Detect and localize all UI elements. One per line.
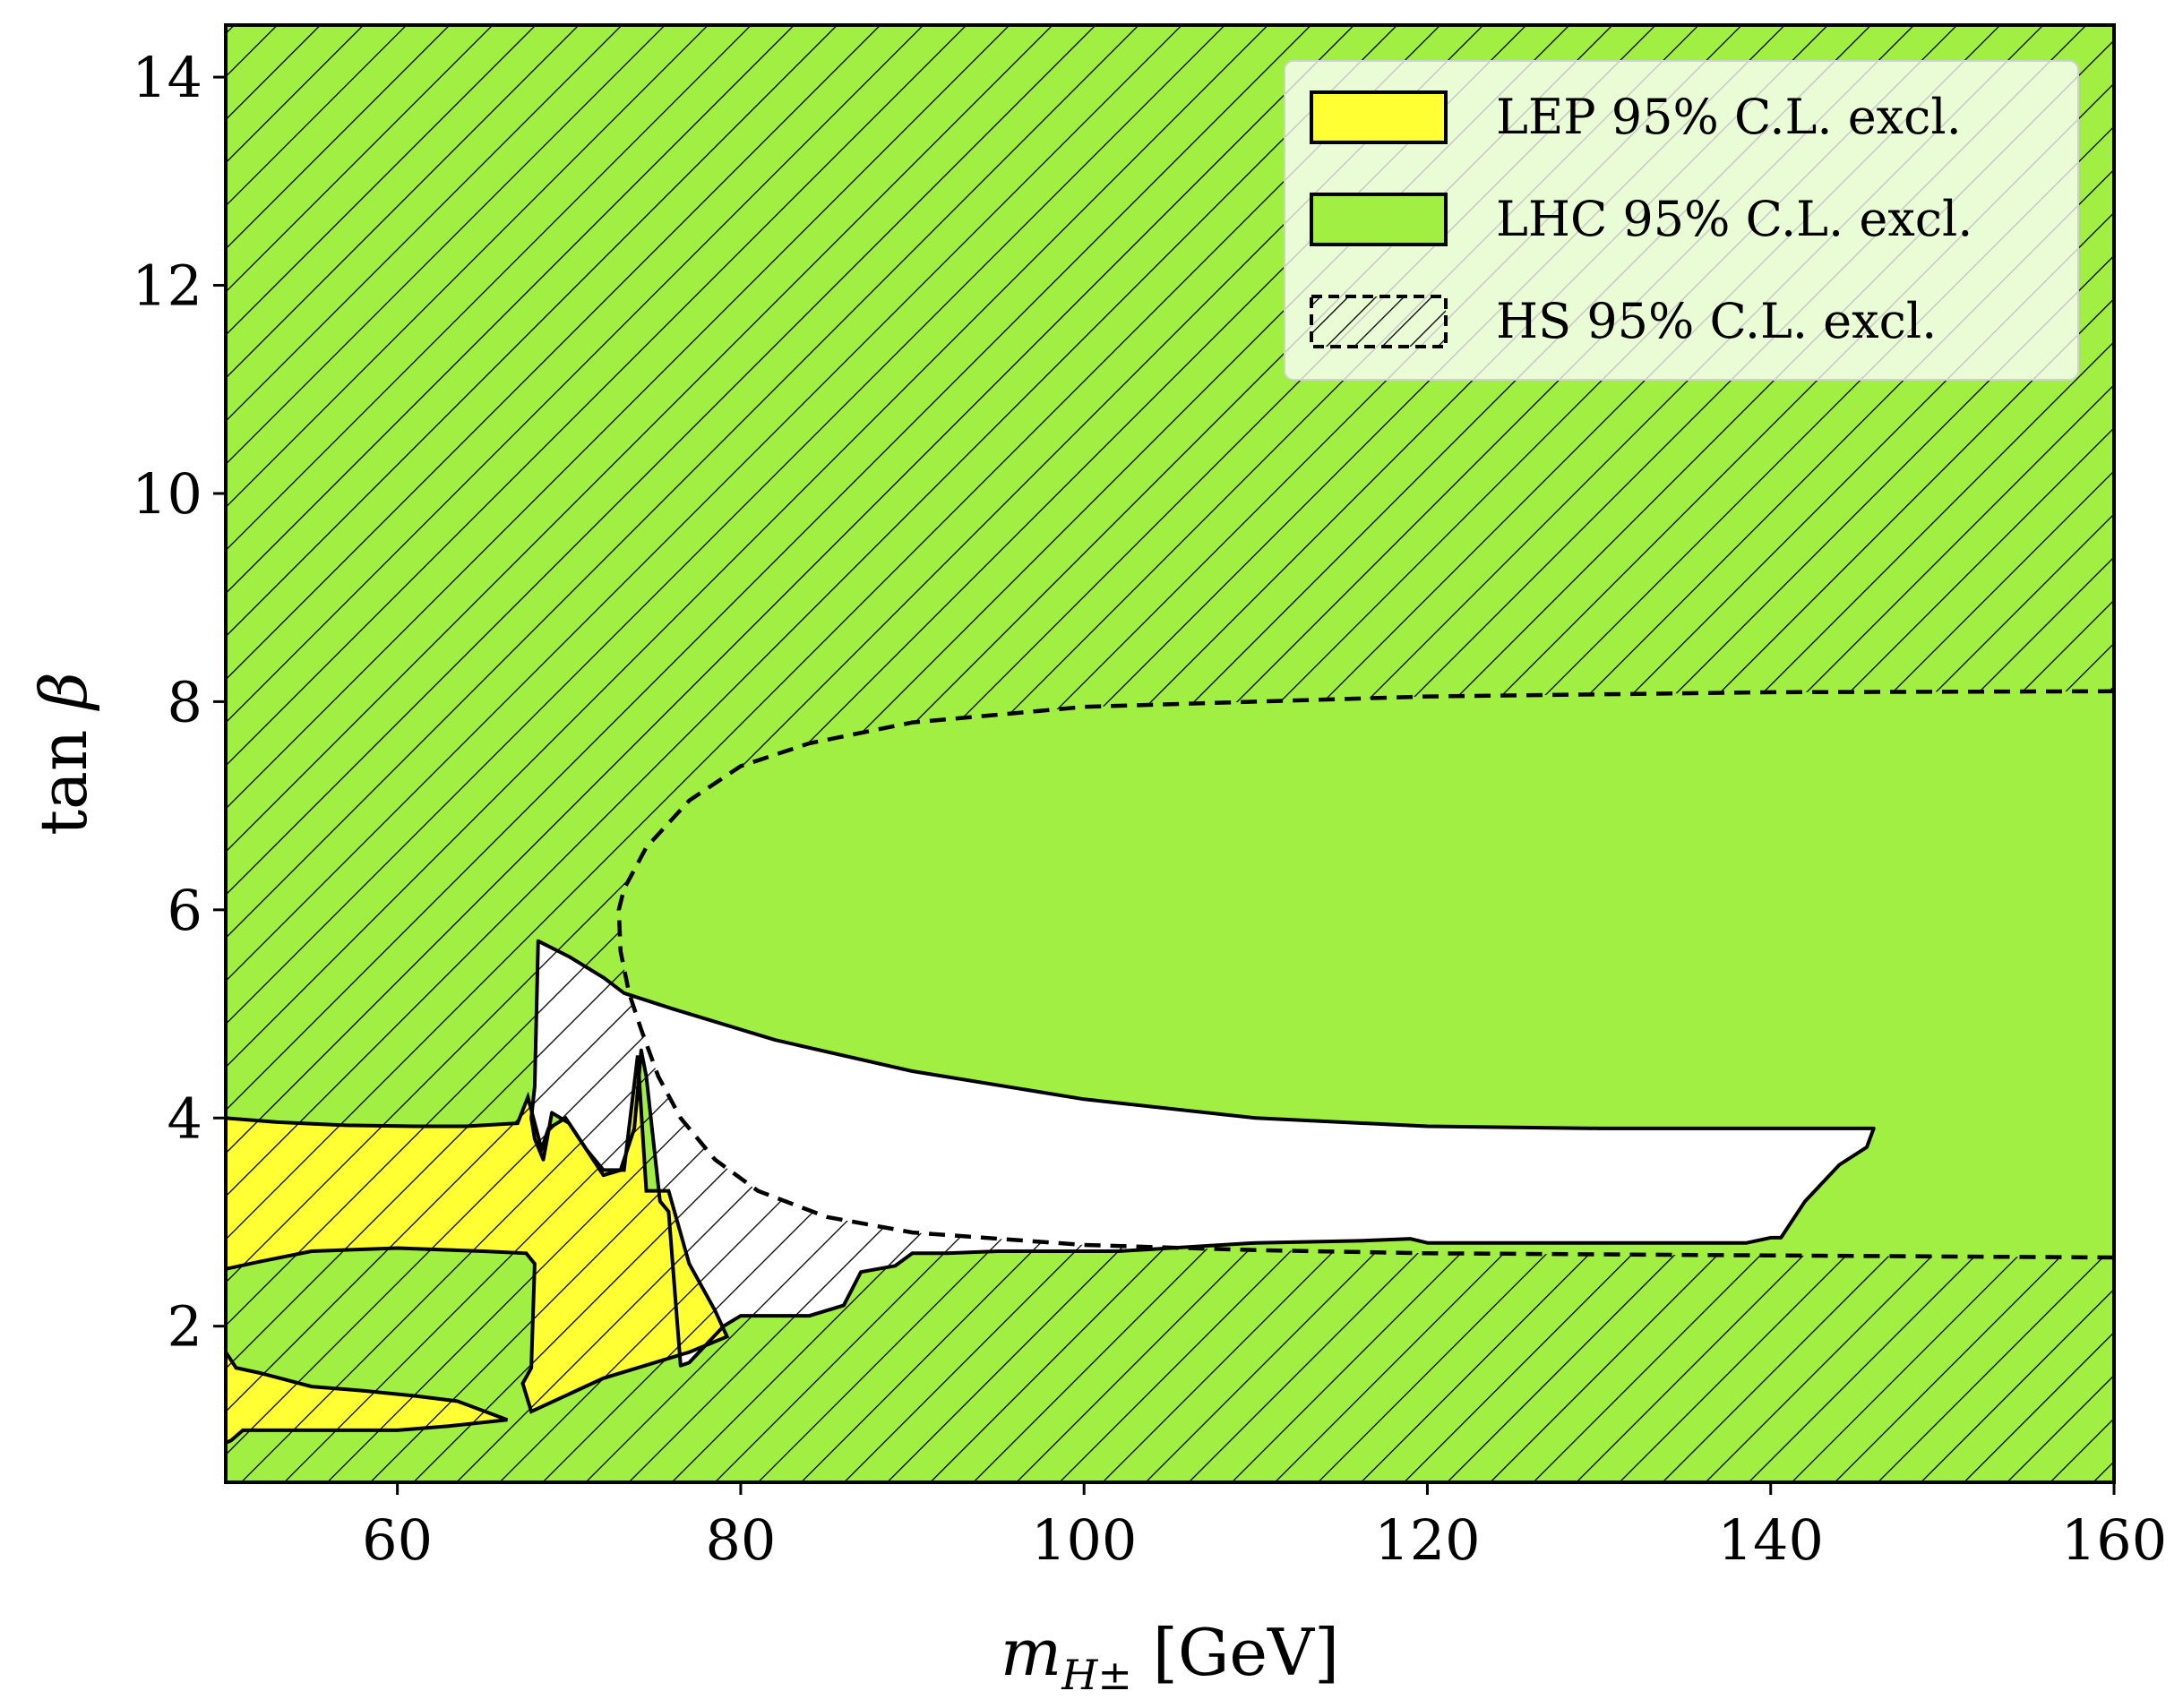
plot-frame [224,23,2116,1484]
x-tick-label: 120 [1374,1507,1480,1573]
y-tick-label: 14 [132,45,202,110]
x-tick-label: 80 [705,1507,776,1573]
legend-swatch-hs [1310,295,1448,348]
legend-label-lep: LEP 95% C.L. excl. [1496,89,1962,145]
x-tick-label: 160 [2061,1507,2167,1573]
y-tick-label: 8 [168,669,202,734]
y-tick-label: 6 [168,878,202,943]
legend-swatch-lhc [1310,193,1448,246]
y-tick-label: 12 [132,253,202,319]
lep-boundary-small [226,1351,509,1445]
x-tick-label: 100 [1031,1507,1137,1573]
x-axis-label: mH± [GeV] [1001,1615,1339,1699]
legend-swatch-lep [1310,90,1448,144]
y-tick-label: 10 [132,461,202,527]
x-tick-label: 140 [1718,1507,1824,1573]
y-tick-label: 2 [168,1294,202,1360]
y-axis-label: tan β [26,672,101,836]
legend-label-lhc: LHC 95% C.L. excl. [1496,191,1972,247]
hs-excluded-hatch [226,25,2114,1482]
x-tick-label: 60 [362,1507,433,1573]
lhc-boundary [529,939,1876,1368]
legend-label-hs: HS 95% C.L. excl. [1496,293,1937,349]
lep-boundary [226,1055,730,1414]
hs-boundary [616,689,2114,1260]
y-tick-label: 4 [168,1086,202,1151]
legend-hatch-overlay [1285,61,2078,380]
